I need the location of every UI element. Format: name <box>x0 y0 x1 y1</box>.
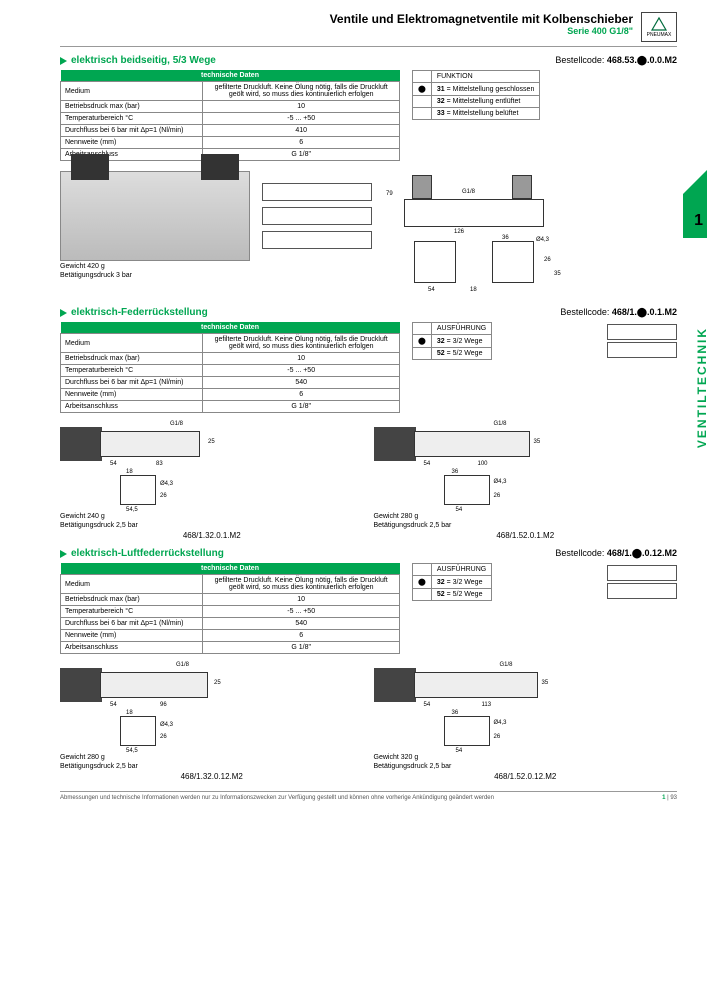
section-2-tables: technische Daten Mediumgefilterte Druckl… <box>60 322 677 413</box>
header-title: Ventile und Elektromagnetventile mit Kol… <box>60 12 633 26</box>
side-label: VENTILTECHNIK <box>695 327 707 448</box>
order-code-1: Bestellcode: 468.53.⬤.0.0.M2 <box>555 55 677 66</box>
header-subtitle: Serie 400 G1/8" <box>60 26 633 36</box>
order-code-3: Bestellcode: 468/1.⬤.0.12.M2 <box>555 548 677 559</box>
header-text: Ventile und Elektromagnetventile mit Kol… <box>60 12 633 36</box>
section-3-tables: technische Daten Mediumgefilterte Druckl… <box>60 563 677 654</box>
chapter-number: 1 <box>694 212 703 230</box>
page-footer: Abmessungen und technische Informationen… <box>60 791 677 801</box>
variant-2b: 54 100 G1/8 35 36 Ø4,3 26 54 Gewicht 280… <box>374 421 678 540</box>
pneumatic-schematic <box>262 171 372 261</box>
triangle-icon <box>60 57 67 65</box>
tech-drawing-2b: 54 100 G1/8 35 36 Ø4,3 26 54 <box>374 421 534 511</box>
section-2-variants: 54 83 G1/8 25 18 Ø4,3 26 54,5 Gewicht 24… <box>60 421 677 540</box>
mini-schematics-2 <box>500 322 677 360</box>
footer-disclaimer: Abmessungen und technische Informationen… <box>60 795 494 801</box>
dot-icon: ⬤ <box>413 335 432 348</box>
mini-schematics-3 <box>500 563 677 601</box>
variant-3b: 54 113 G1/8 35 36 Ø4,3 26 54 Gewicht 320… <box>374 662 678 781</box>
page: Ventile und Elektromagnetventile mit Kol… <box>0 0 707 821</box>
tech-header: technische Daten <box>61 70 400 82</box>
section-head-3: elektrisch-Luftfederrückstellung Bestell… <box>60 548 677 559</box>
brand-logo: PNEUMAX <box>641 12 677 42</box>
option-table-1: FUNKTION ⬤31 = Mittelstellung geschlosse… <box>412 70 540 120</box>
tech-drawing-3b: 54 113 G1/8 35 36 Ø4,3 26 54 <box>374 662 534 752</box>
tech-drawing-3a: 54 96 G1/8 25 18 Ø4,3 26 54,5 <box>60 662 220 752</box>
order-code-2: Bestellcode: 468/1.⬤.0.1.M2 <box>560 307 677 318</box>
variant-2a: 54 83 G1/8 25 18 Ø4,3 26 54,5 Gewicht 24… <box>60 421 364 540</box>
tech-drawing-2a: 54 83 G1/8 25 18 Ø4,3 26 54,5 <box>60 421 220 511</box>
page-number: 1 | 93 <box>662 795 677 801</box>
technical-drawing-1: 126 36 79 Ø4,3 54 18 26 35 G1/8 <box>384 171 564 301</box>
section-1-diagrams: Gewicht 420 g Betätigungsdruck 3 bar 126… <box>60 171 677 301</box>
section-head-2: elektrisch-Federrückstellung Bestellcode… <box>60 307 677 318</box>
section-title-3: elektrisch-Luftfederrückstellung <box>60 548 224 559</box>
section-title-1: elektrisch beidseitig, 5/3 Wege <box>60 55 216 66</box>
section-3-variants: 54 96 G1/8 25 18 Ø4,3 26 54,5 Gewicht 28… <box>60 662 677 781</box>
section-head-1: elektrisch beidseitig, 5/3 Wege Bestellc… <box>60 55 677 66</box>
variant-3a: 54 96 G1/8 25 18 Ø4,3 26 54,5 Gewicht 28… <box>60 662 364 781</box>
section-title-2: elektrisch-Federrückstellung <box>60 307 208 318</box>
dot-icon: ⬤ <box>413 576 432 589</box>
chapter-tab: 1 <box>683 170 707 238</box>
triangle-icon <box>60 309 67 317</box>
tech-table-3: technische Daten Mediumgefilterte Druckl… <box>60 563 400 654</box>
tech-table-2: technische Daten Mediumgefilterte Druckl… <box>60 322 400 413</box>
option-col-3: AUSFÜHRUNG ⬤32 = 3/2 Wege 52 = 5/2 Wege <box>408 563 492 601</box>
section-1-tables: technische Daten Mediumgefilterte Druckl… <box>60 70 677 161</box>
option-table-2: AUSFÜHRUNG ⬤32 = 3/2 Wege 52 = 5/2 Wege <box>412 322 492 360</box>
brand-label: PNEUMAX <box>647 32 672 38</box>
page-header: Ventile und Elektromagnetventile mit Kol… <box>60 12 677 47</box>
option-col-2: AUSFÜHRUNG ⬤32 = 3/2 Wege 52 = 5/2 Wege <box>408 322 492 360</box>
triangle-icon <box>60 550 67 558</box>
option-table-3: AUSFÜHRUNG ⬤32 = 3/2 Wege 52 = 5/2 Wege <box>412 563 492 601</box>
valve-3d-render: Gewicht 420 g Betätigungsdruck 3 bar <box>60 171 250 279</box>
dot-icon: ⬤ <box>413 83 432 96</box>
tech-table-1: technische Daten Mediumgefilterte Druckl… <box>60 70 400 161</box>
